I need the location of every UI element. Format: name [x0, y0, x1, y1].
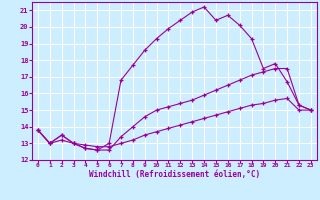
X-axis label: Windchill (Refroidissement éolien,°C): Windchill (Refroidissement éolien,°C)	[89, 170, 260, 179]
